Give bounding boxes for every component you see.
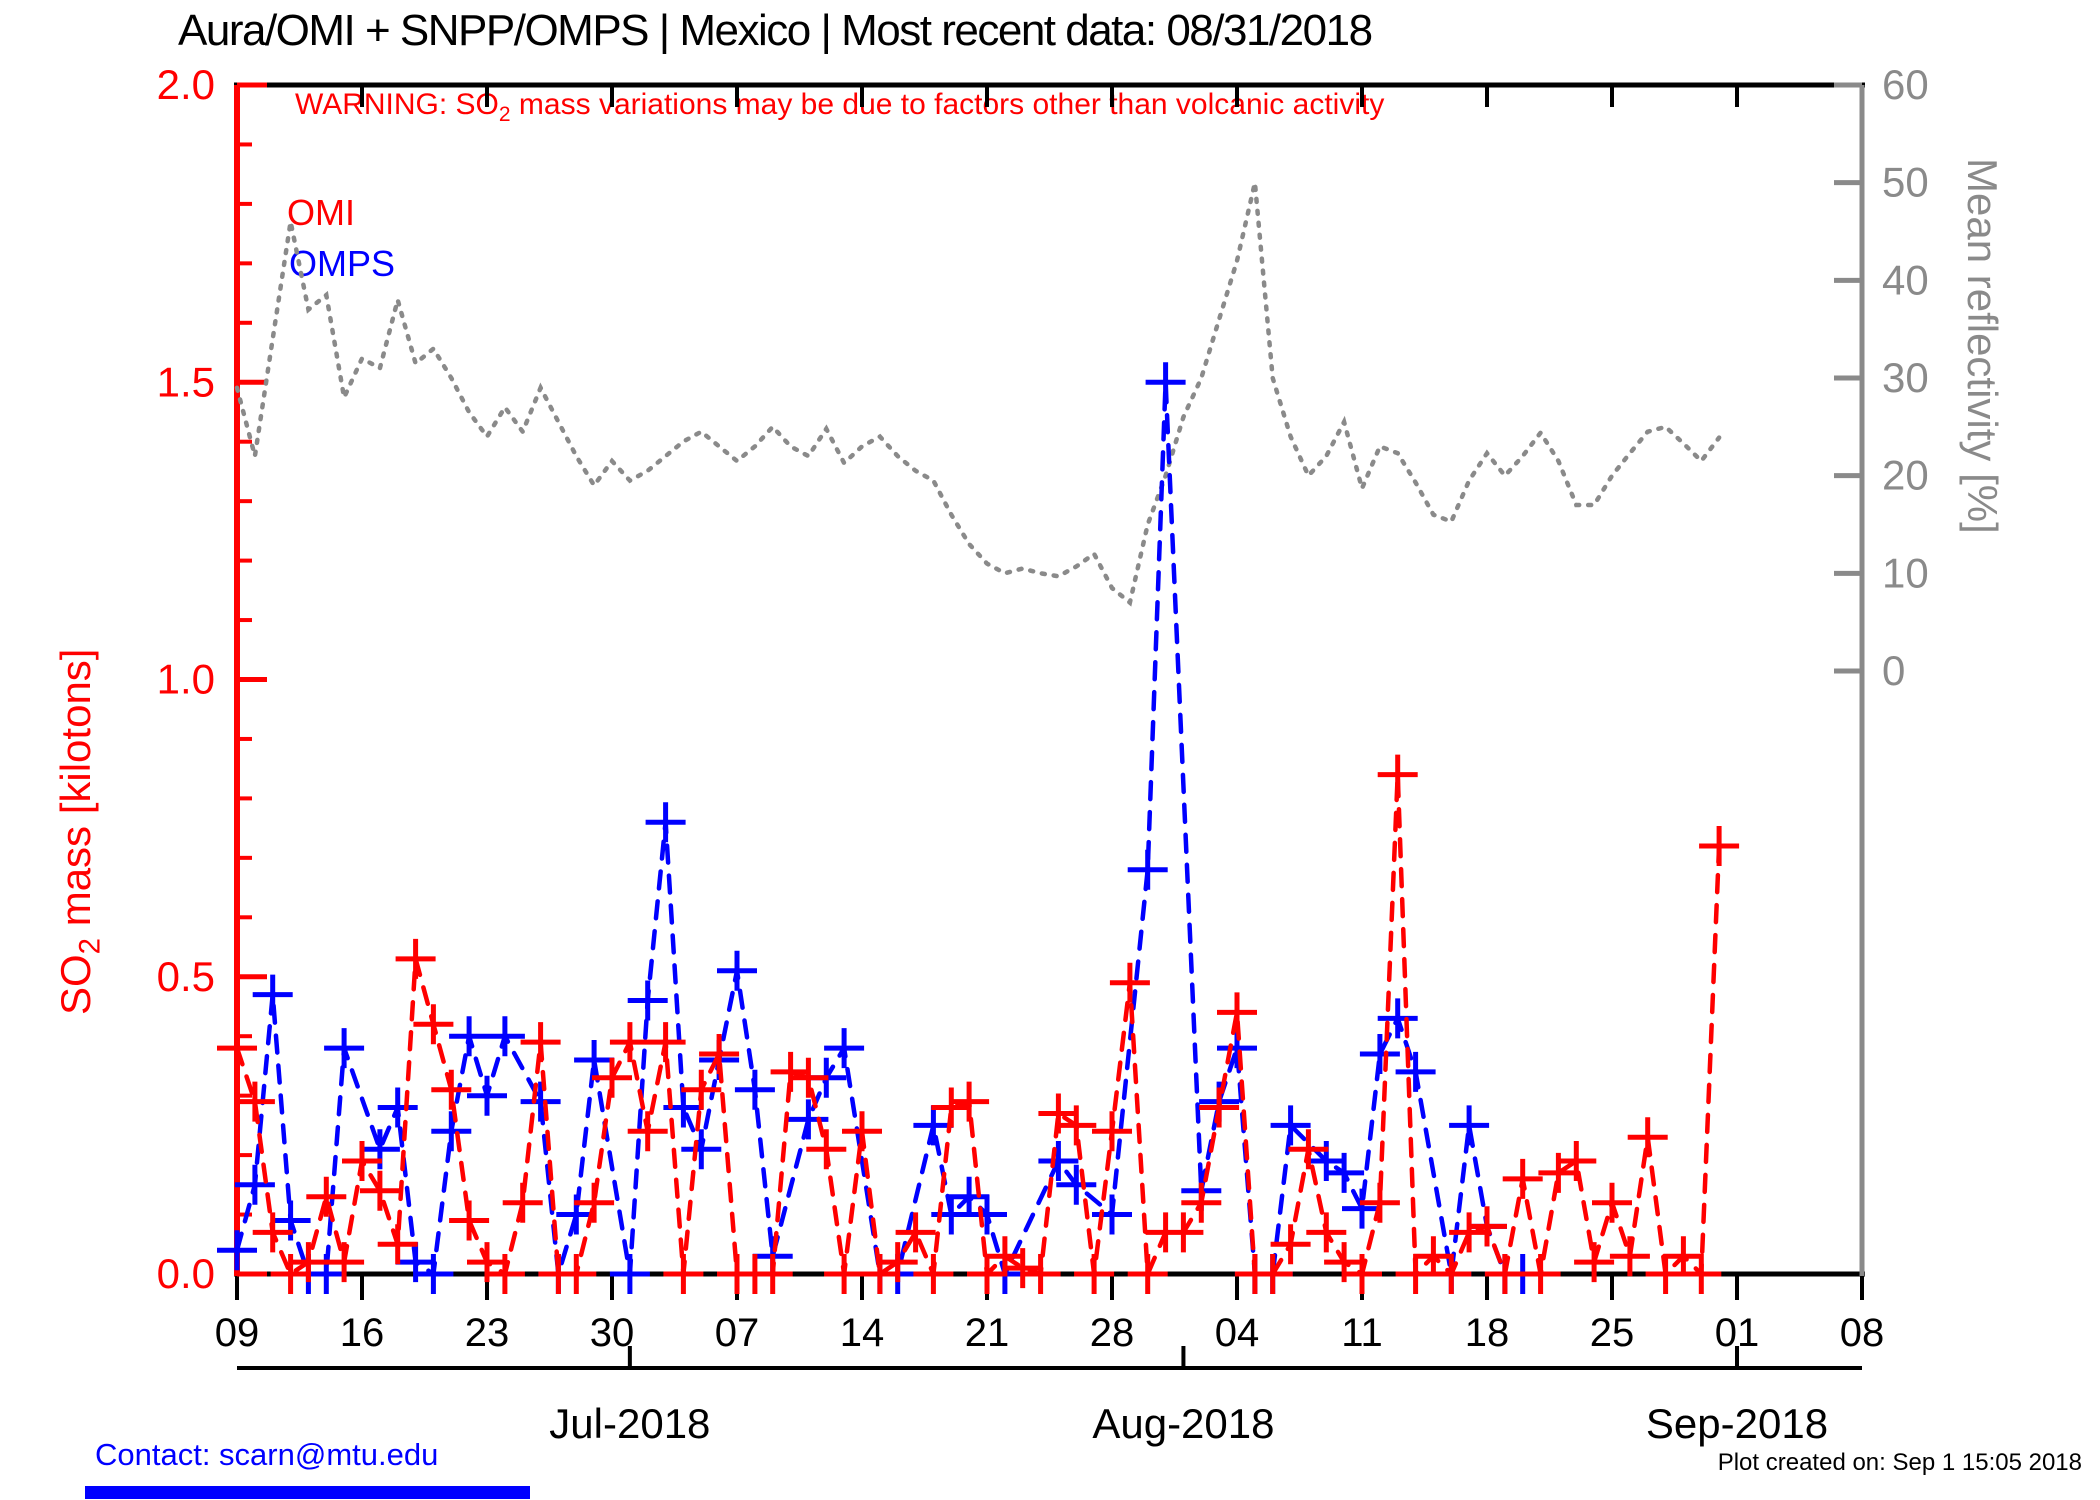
tick-label: 1.0 [157, 656, 215, 703]
tick-label: 0 [1882, 647, 1905, 694]
top-axis [234, 82, 1865, 107]
omi-markers [217, 754, 1740, 1294]
tick-label: 08 [1840, 1311, 1885, 1355]
tick-label: 25 [1590, 1311, 1635, 1355]
tick-label: Sep-2018 [1646, 1400, 1828, 1447]
right-axis: 0 10 20 30 40 50 60 [1834, 61, 1929, 1276]
bottom-axis: 09 16 23 30 07 14 21 28 04 11 18 25 01 08 [215, 1271, 1885, 1355]
warning-pre: WARNING: SO [295, 88, 499, 121]
tick-label: 30 [1882, 354, 1929, 401]
warning-post: mass variations may be due to factors ot… [510, 88, 1385, 121]
tick-label: 2.0 [157, 61, 215, 108]
tick-label: 1.5 [157, 358, 215, 405]
tick-label: 10 [1882, 549, 1929, 596]
left-axis: 0.0 0.5 1.0 1.5 2.0 [157, 61, 267, 1297]
legend-omi-label: OMI [287, 192, 355, 233]
tick-label: 60 [1882, 61, 1929, 108]
tick-label: 14 [840, 1311, 885, 1355]
contact-link[interactable]: Contact: scarn@mtu.edu [95, 1437, 439, 1472]
mean-reflectivity-line [234, 182, 1722, 607]
omps-markers [217, 362, 1543, 1294]
mean-reflectivity-series [234, 182, 1722, 607]
tick-label: 30 [590, 1311, 635, 1355]
omps-line [234, 382, 1525, 1281]
plot-created-text: Plot created on: Sep 1 15:05 2018 [1717, 1449, 2082, 1476]
tick-label: 40 [1882, 256, 1929, 303]
tick-label: 20 [1882, 452, 1929, 499]
warning-text: WARNING: SO2 mass variations may be due … [295, 88, 1384, 127]
omi-series [217, 754, 1740, 1294]
legend-omps-label: OMPS [289, 243, 396, 284]
tick-label: 18 [1465, 1311, 1510, 1355]
tick-label: 09 [215, 1311, 260, 1355]
tick-label: 11 [1341, 1311, 1383, 1355]
tick-label: 21 [965, 1311, 1010, 1355]
omps-series [217, 362, 1543, 1294]
tick-label: 16 [340, 1311, 385, 1355]
omi-line [234, 774, 1722, 1283]
tick-label: 23 [465, 1311, 510, 1355]
tick-label: 07 [715, 1311, 760, 1355]
tick-label: 0.0 [157, 1250, 215, 1297]
page-title: Aura/OMI + SNPP/OMPS | Mexico | Most rec… [178, 6, 1373, 55]
month-axis: Jul-2018 Aug-2018 Sep-2018 [237, 1346, 1862, 1447]
tick-label: Jul-2018 [549, 1400, 710, 1447]
bottom-blue-bar [85, 1486, 530, 1499]
tick-label: 04 [1215, 1311, 1260, 1355]
tick-label: 28 [1090, 1311, 1135, 1355]
tick-label: 50 [1882, 159, 1929, 206]
warning-subscript: 2 [498, 103, 511, 126]
tick-label: Aug-2018 [1092, 1400, 1274, 1447]
tick-label: 0.5 [157, 953, 215, 1000]
